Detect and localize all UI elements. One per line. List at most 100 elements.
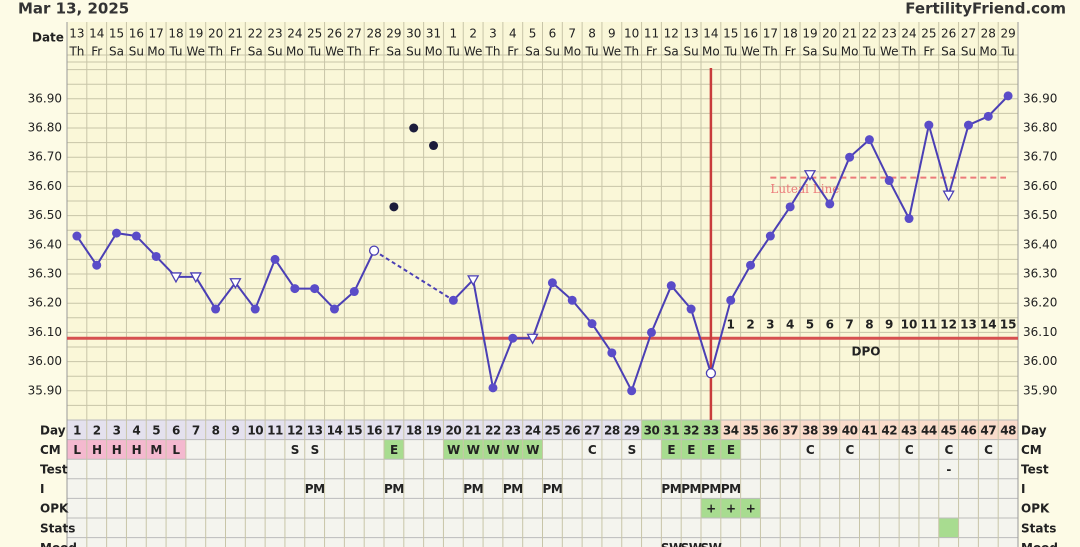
row-cell: PM xyxy=(543,482,563,496)
cell-fill xyxy=(819,420,840,440)
cell-fill xyxy=(780,420,801,440)
row-cell: E xyxy=(707,443,715,457)
weekday: Mo xyxy=(286,45,304,59)
cell-fill xyxy=(106,439,127,460)
date-number: 18 xyxy=(168,27,183,41)
temp-segment xyxy=(234,282,257,310)
date-number: 16 xyxy=(743,27,758,41)
row-cell: 43 xyxy=(901,423,917,437)
temp-point-excluded xyxy=(409,123,419,133)
temp-point xyxy=(329,304,339,314)
row-label-right: Stats xyxy=(1021,521,1056,535)
cell-fill xyxy=(463,439,484,460)
row-cell: 46 xyxy=(961,423,977,437)
date-number: 31 xyxy=(426,27,441,41)
weekday: We xyxy=(741,45,760,59)
cell-fill xyxy=(879,420,900,440)
cell-fill xyxy=(641,420,662,440)
weekday: Th xyxy=(68,45,84,59)
row-cell: E xyxy=(727,443,735,457)
cell-fill xyxy=(483,420,503,440)
temp-segment xyxy=(313,287,336,310)
temp-point xyxy=(151,251,161,261)
cell-fill xyxy=(364,420,384,440)
temp-segment xyxy=(709,300,732,374)
cell-fill xyxy=(265,420,285,440)
cell-fill xyxy=(661,439,682,460)
weekday: Fr xyxy=(507,45,518,59)
header-site: FertilityFriend.com xyxy=(905,0,1066,18)
date-number: 24 xyxy=(287,27,302,41)
cell-fill xyxy=(760,420,781,440)
cell-fill xyxy=(839,420,860,440)
weekday: Th xyxy=(901,45,917,59)
date-number: 26 xyxy=(327,27,342,41)
y-tick-label: 36.70 xyxy=(28,150,62,164)
temp-point xyxy=(587,319,597,329)
temp-point xyxy=(746,260,756,270)
row-cell: E xyxy=(390,443,398,457)
dpo-number: 4 xyxy=(786,318,794,332)
temp-segment xyxy=(729,264,752,301)
y-tick-label: 36.00 xyxy=(28,354,62,368)
row-cell: 33 xyxy=(703,423,719,437)
temp-segment xyxy=(809,174,831,205)
temp-point xyxy=(845,152,855,162)
dpo-number: 12 xyxy=(940,318,957,332)
temp-segment xyxy=(828,156,851,205)
weekday: Fr xyxy=(230,45,241,59)
weekday: Fr xyxy=(785,45,796,59)
row-cell: 14 xyxy=(327,423,343,437)
temp-point xyxy=(666,281,676,291)
cell-fill xyxy=(284,420,305,440)
date-number: 19 xyxy=(188,27,203,41)
row-cell: PM xyxy=(681,482,701,496)
y-tick-label-right: 36.20 xyxy=(1023,296,1057,310)
date-number: 8 xyxy=(588,27,596,41)
weekday: Sa xyxy=(386,45,401,59)
row-cell: 23 xyxy=(505,423,521,437)
weekday: Sa xyxy=(941,45,956,59)
weekday: Tu xyxy=(1001,45,1015,59)
temp-segment xyxy=(789,174,811,208)
weekday: We xyxy=(187,45,206,59)
temp-segment xyxy=(749,235,772,266)
row-cell: 9 xyxy=(231,423,239,437)
row-cell: 35 xyxy=(743,423,759,437)
row-cell: 31 xyxy=(663,423,679,437)
cell-fill xyxy=(720,420,741,440)
date-number: 14 xyxy=(89,27,104,41)
row-cell: 3 xyxy=(113,423,121,437)
y-tick-label-right: 36.70 xyxy=(1023,150,1057,164)
row-label: Mood xyxy=(40,541,77,547)
cell-fill xyxy=(720,439,741,460)
date-number: 23 xyxy=(267,27,282,41)
weekday: Sa xyxy=(525,45,540,59)
date-number: 21 xyxy=(842,27,857,41)
weekday: Th xyxy=(207,45,223,59)
row-cell: PM xyxy=(384,482,404,496)
weekday: Tu xyxy=(584,45,598,59)
row-label-right: Day xyxy=(1021,423,1047,437)
temp-segment xyxy=(531,282,554,339)
date-number: 2 xyxy=(469,27,477,41)
dpo-number: 9 xyxy=(885,318,893,332)
row-cell: 41 xyxy=(862,423,878,437)
date-number: 13 xyxy=(683,27,698,41)
temp-point-open xyxy=(368,245,380,256)
date-number: 26 xyxy=(941,27,956,41)
temp-segment xyxy=(888,180,910,219)
date-number: 6 xyxy=(549,27,557,41)
cell-fill xyxy=(918,420,939,440)
temp-segment xyxy=(908,124,930,219)
temp-point xyxy=(290,284,300,294)
temp-point xyxy=(270,254,280,264)
row-cell: C xyxy=(806,443,815,457)
date-number: 29 xyxy=(1000,27,1015,41)
dpo-number: 8 xyxy=(865,318,873,332)
row-cell: 38 xyxy=(802,423,818,437)
temp-segment xyxy=(135,235,157,258)
temp-segment xyxy=(947,124,970,196)
cell-fill xyxy=(938,518,959,538)
dpo-number: 2 xyxy=(746,318,754,332)
